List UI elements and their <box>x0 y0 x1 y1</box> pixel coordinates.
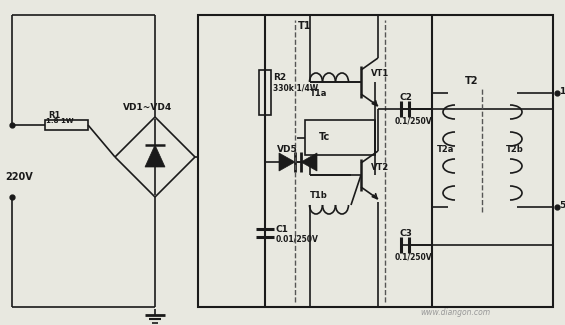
Text: C3: C3 <box>400 228 413 238</box>
Polygon shape <box>279 153 295 171</box>
Bar <box>305 120 375 155</box>
Text: C1: C1 <box>276 225 289 233</box>
Text: Tc: Tc <box>319 133 331 142</box>
Bar <box>45 120 88 130</box>
Text: VD1~VD4: VD1~VD4 <box>123 102 172 111</box>
Text: R2: R2 <box>273 73 286 83</box>
Text: www.diangon.com: www.diangon.com <box>420 308 490 317</box>
Text: VT2: VT2 <box>371 162 389 172</box>
Polygon shape <box>301 153 317 171</box>
Bar <box>259 70 271 115</box>
Text: 330k 1/4W: 330k 1/4W <box>273 84 318 93</box>
Polygon shape <box>145 145 165 167</box>
Text: T2a: T2a <box>437 146 454 154</box>
Text: 12V: 12V <box>559 87 565 97</box>
Text: VT1: VT1 <box>371 70 389 79</box>
Text: R1: R1 <box>48 111 60 120</box>
Text: 0.1/250V: 0.1/250V <box>395 116 433 125</box>
Text: T1: T1 <box>298 21 311 31</box>
Text: T2: T2 <box>465 76 479 86</box>
Text: 50: 50 <box>559 202 565 211</box>
Text: T1a: T1a <box>310 88 327 98</box>
Text: 1.8 1W: 1.8 1W <box>46 118 73 124</box>
Text: C2: C2 <box>400 93 413 101</box>
Text: 0.01/250V: 0.01/250V <box>276 235 319 243</box>
Text: 0.1/250V: 0.1/250V <box>395 253 433 262</box>
Text: T2b: T2b <box>506 146 524 154</box>
Bar <box>198 15 553 307</box>
Text: VD5: VD5 <box>277 146 298 154</box>
Text: 220V: 220V <box>5 172 33 182</box>
Text: T1b: T1b <box>310 190 328 200</box>
